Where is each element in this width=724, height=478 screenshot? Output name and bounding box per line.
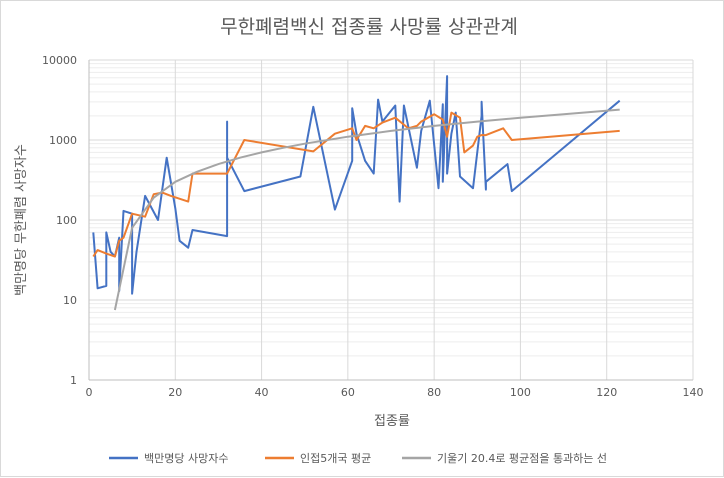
legend-label-3: 기울기 20.4로 평균점을 통과하는 선 <box>437 451 607 465</box>
y-tick-label: 10000 <box>42 54 77 67</box>
y-tick-label: 1 <box>70 374 77 387</box>
y-axis-label: 백만명당 무한폐렴 사망자수 <box>14 144 29 296</box>
legend-label-2: 인접5개국 평균 <box>300 452 371 465</box>
y-tick-label: 10 <box>63 294 77 307</box>
y-tick-label: 1000 <box>49 134 77 147</box>
series-line-2 <box>92 111 620 258</box>
x-tick-label: 40 <box>255 386 269 399</box>
chart-title: 무한폐렴백신 접종률 사망률 상관관계 <box>220 16 518 38</box>
plot-series <box>92 75 621 311</box>
x-axis-label: 접종률 <box>374 414 410 429</box>
x-tick-label: 140 <box>683 386 704 399</box>
y-tick-label: 100 <box>56 214 77 227</box>
chart-legend: 백만명당 사망자수 인접5개국 평균 기울기 20.4로 평균점을 통과하는 선 <box>109 451 607 465</box>
x-tick-label: 100 <box>510 386 531 399</box>
x-tick-label: 20 <box>168 386 182 399</box>
x-tick-label: 120 <box>596 386 617 399</box>
x-tick-label: 60 <box>341 386 355 399</box>
plot-grid <box>88 59 694 381</box>
x-tick-label: 80 <box>427 386 441 399</box>
plot-axes: 0 20 40 60 80 100 120 140 1 10 100 1000 10000 <box>42 54 704 399</box>
series-line-3 <box>113 108 620 311</box>
x-tick-label: 0 <box>86 386 93 399</box>
legend-label-1: 백만명당 사망자수 <box>144 452 228 465</box>
